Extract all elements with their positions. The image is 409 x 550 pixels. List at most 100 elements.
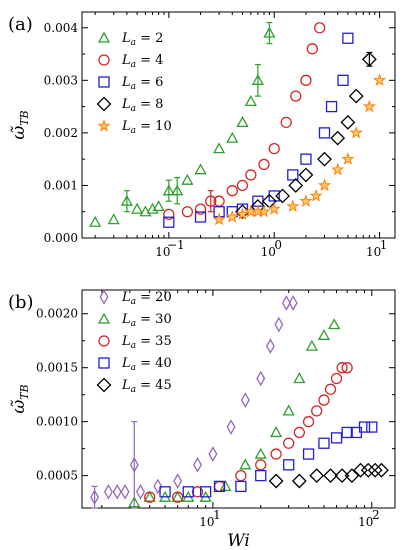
x-tick-label-exponent: 1 (213, 508, 221, 522)
data-point (293, 372, 306, 384)
legend-label: La = 30 (121, 312, 172, 329)
data-point (255, 459, 267, 471)
data-point (337, 74, 349, 86)
y-axis-label: ω̃TB (9, 110, 31, 139)
legend-marker (97, 312, 111, 324)
data-point (270, 448, 282, 460)
data-point (130, 202, 144, 214)
data-point (268, 190, 280, 202)
x-axis-label: Wi (227, 531, 250, 550)
legend-label-sub: a (131, 104, 136, 114)
data-point (163, 216, 175, 228)
data-point (299, 194, 313, 207)
y-tick-label: 0.000 (44, 231, 78, 245)
data-point (163, 208, 175, 220)
data-point (318, 437, 330, 449)
y-tick-label: 0.003 (44, 73, 78, 87)
data-point (252, 195, 264, 207)
data-point (181, 173, 194, 185)
legend-label: La = 20 (121, 290, 172, 307)
data-point (107, 213, 120, 225)
data-point (120, 194, 133, 206)
data-point (257, 204, 271, 218)
data-point (340, 114, 356, 130)
data-point (171, 490, 184, 502)
data-point (317, 328, 331, 340)
legend-label-sub: a (131, 363, 136, 373)
data-point (263, 26, 276, 38)
data-point (344, 468, 360, 484)
data-point (268, 143, 280, 155)
data-point (245, 169, 257, 181)
data-point (152, 200, 165, 212)
data-point (358, 421, 371, 433)
y-tick-label: 0.0010 (36, 415, 78, 429)
data-point (239, 458, 252, 470)
data-point (341, 362, 353, 374)
data-point (205, 195, 217, 207)
data-point (300, 153, 312, 165)
legend-label-value: = 20 (136, 290, 172, 305)
data-point (90, 489, 100, 506)
data-point (286, 199, 300, 213)
legend-marker (97, 31, 111, 43)
data-point (226, 131, 239, 143)
plot-frame (81, 289, 396, 509)
data-point (265, 338, 275, 354)
data-point (159, 486, 171, 498)
legend-label-value: = 4 (136, 53, 163, 68)
data-point (328, 318, 341, 330)
legend-label: La = 45 (121, 378, 172, 395)
legend-label-sub: a (131, 385, 136, 395)
y-tick-label: 0.0015 (36, 361, 78, 375)
data-point (181, 206, 194, 218)
data-point (309, 468, 325, 484)
data-point (251, 73, 264, 85)
data-point (194, 211, 207, 223)
legend-label-value: = 10 (136, 119, 172, 134)
data-point (143, 490, 156, 502)
legend-label: La = 4 (121, 53, 163, 70)
x-tick-label-exponent: 1 (380, 238, 388, 252)
legend-label-sub: a (131, 82, 136, 92)
x-tick-label: 10 (261, 245, 276, 259)
data-point (317, 178, 332, 192)
legend-label-value: = 30 (136, 312, 172, 327)
data-point (325, 100, 338, 113)
legend-label: La = 8 (121, 97, 163, 114)
data-point (290, 90, 302, 102)
data-point (236, 116, 249, 128)
data-point (341, 426, 353, 439)
legend-label-value: = 45 (136, 378, 172, 393)
legend-label-sub: a (131, 319, 136, 329)
data-point (293, 426, 305, 439)
data-point (135, 484, 145, 500)
data-point (219, 480, 232, 492)
data-point (288, 295, 298, 311)
data-point (311, 405, 323, 417)
series-3 (144, 362, 353, 503)
y-tick-label: 0.0005 (36, 469, 78, 483)
series-3 (163, 32, 354, 228)
data-point (306, 43, 318, 55)
legend-label-sub: a (131, 38, 136, 48)
y-tick-label: 0.0020 (36, 307, 78, 321)
data-point (258, 158, 270, 171)
legend-marker (96, 377, 112, 393)
data-point (302, 416, 315, 428)
data-point (162, 184, 175, 196)
x-tick-label: 10 (199, 515, 214, 529)
data-point (366, 421, 378, 433)
data-point (235, 480, 247, 493)
panel-label: (b) (8, 292, 34, 313)
legend-marker (96, 96, 112, 112)
y-tick-label: 0.001 (44, 178, 78, 192)
data-point (268, 473, 284, 489)
data-point (235, 207, 250, 220)
data-point (225, 210, 239, 223)
data-point (128, 496, 141, 508)
data-point (300, 74, 312, 86)
data-point (213, 142, 226, 154)
data-point (336, 362, 348, 374)
data-point (254, 447, 267, 459)
